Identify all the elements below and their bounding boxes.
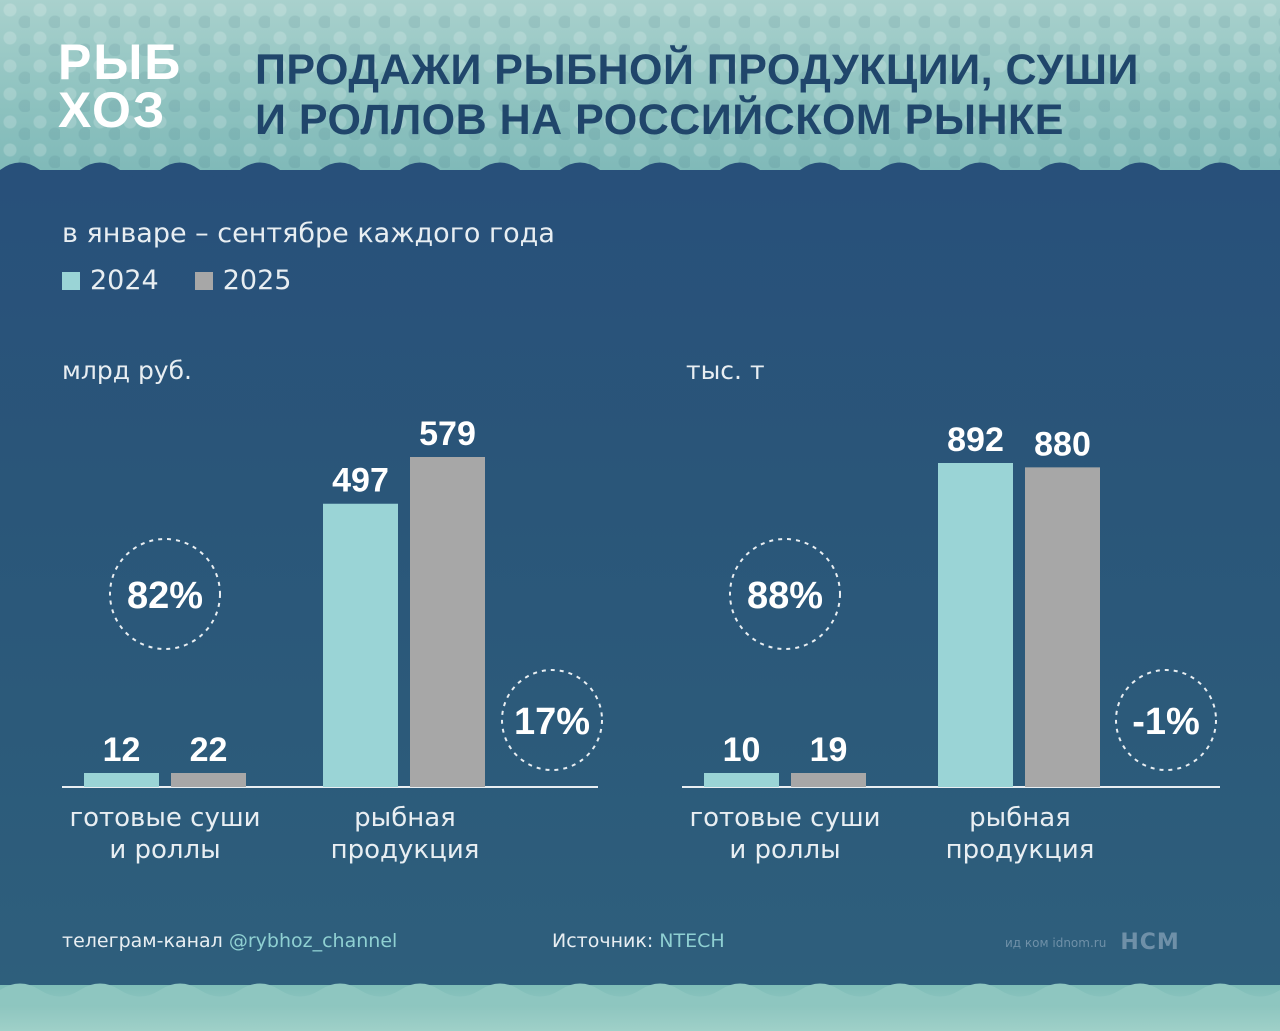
bar-c1-g1-s1: [1025, 467, 1100, 787]
title-line-1: ПРОДАЖИ РЫБНОЙ ПРОДУКЦИИ, СУШИ: [255, 46, 1139, 94]
category-label-c0-g0-l0: готовые суши: [69, 803, 260, 833]
value-label-c0-g1-s1: 579: [419, 415, 476, 453]
source-name: NTECH: [659, 930, 725, 952]
bar-c1-g0-s0: [704, 773, 779, 787]
category-label-c1-g1-l1: продукция: [946, 835, 1095, 865]
unit-label-right: тыс. т: [686, 356, 765, 385]
value-label-c0-g0-s1: 22: [190, 731, 228, 769]
value-label-c1-g1-s0: 892: [947, 421, 1004, 459]
legend-label-2025: 2025: [222, 265, 292, 296]
change-label-c1-g1: -1%: [1132, 701, 1200, 743]
value-label-c1-g1-s1: 880: [1034, 425, 1091, 463]
bar-c0-g1-s1: [410, 457, 485, 787]
value-label-c1-g0-s0: 10: [723, 731, 761, 769]
value-label-c0-g1-s0: 497: [332, 462, 389, 500]
publisher-brand: НСМ: [1120, 930, 1180, 955]
category-label-c1-g0-l1: и роллы: [729, 835, 840, 865]
bar-c1-g0-s1: [791, 773, 866, 787]
category-label-c0-g1-l0: рыбная: [354, 803, 456, 833]
bar-c0-g0-s0: [84, 773, 159, 787]
chart-subtitle: в январе – сентябре каждого года: [62, 218, 555, 249]
change-circle-c1-g0: [729, 538, 841, 650]
legend-label-2024: 2024: [90, 265, 159, 296]
category-label-c1-g1-l0: рыбная: [969, 803, 1071, 833]
legend: 2024 2025: [62, 265, 327, 296]
category-label-c1-g0-l0: готовые суши: [689, 803, 880, 833]
bar-c0-g0-s1: [171, 773, 246, 787]
publisher-site: ид ком idnom.ru: [1005, 935, 1107, 950]
legend-swatch-2025: [194, 271, 213, 290]
change-circle-c1-g1: [1115, 669, 1217, 771]
unit-label-left: млрд руб.: [62, 356, 192, 385]
category-label-c0-g1-l1: продукция: [331, 835, 480, 865]
bar-c0-g1-s0: [323, 503, 398, 787]
telegram-handle[interactable]: @rybhoz_channel: [228, 930, 398, 952]
header-wave: [0, 162, 1280, 190]
source-prefix: Источник:: [552, 930, 654, 952]
change-circle-c0-g1: [501, 669, 603, 771]
page-title: ПРОДАЖИ РЫБНОЙ ПРОДУКЦИИ, СУШИ И РОЛЛОВ …: [255, 45, 1139, 145]
change-circle-c0-g0: [109, 538, 221, 650]
telegram-credit: телеграм-канал @rybhoz_channel: [62, 930, 397, 952]
value-label-c1-g0-s1: 19: [810, 731, 848, 769]
telegram-prefix: телеграм-канал: [62, 930, 223, 952]
change-label-c0-g0: 82%: [127, 575, 203, 617]
publisher-credit: ид ком idnom.ru НСМ: [1005, 930, 1180, 955]
source-credit: Источник: NTECH: [552, 930, 725, 952]
legend-swatch-2024: [62, 271, 80, 290]
value-label-c0-g0-s0: 12: [103, 731, 141, 769]
logo-line-1: РЫБ: [58, 34, 183, 90]
change-label-c0-g1: 17%: [514, 701, 590, 743]
logo-line-2: ХОЗ: [58, 82, 167, 138]
legend-item-2025: 2025: [194, 265, 292, 296]
bar-c1-g1-s0: [938, 463, 1013, 787]
legend-item-2024: 2024: [62, 265, 159, 296]
category-label-c0-g0-l1: и роллы: [109, 835, 220, 865]
footer-wave: [0, 983, 1280, 1005]
title-line-2: И РОЛЛОВ НА РОССИЙСКОМ РЫНКЕ: [255, 96, 1064, 144]
header-band: [0, 0, 1280, 175]
change-label-c1-g0: 88%: [747, 575, 823, 617]
logo: РЫБ ХОЗ: [58, 34, 183, 138]
